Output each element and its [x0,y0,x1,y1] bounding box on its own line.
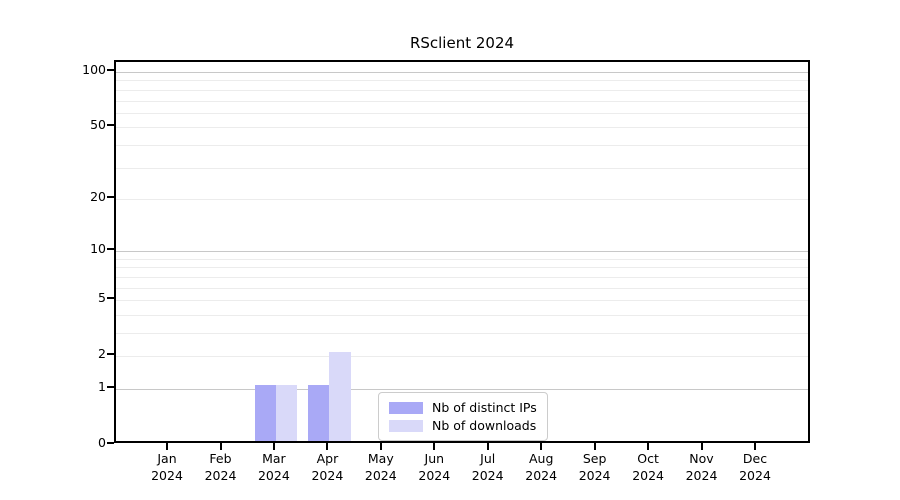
x-tick-label-feb-2024: Feb 2024 [204,451,237,483]
minor-gridline-8 [116,267,808,269]
x-tick-label-jul-2024: Jul 2024 [471,451,504,483]
minor-gridline-50 [116,127,808,129]
major-gridline-1 [116,389,808,390]
x-tick-jan-2024 [166,443,168,450]
y-tick-label-1: 1 [98,379,106,394]
minor-gridline-70 [116,100,808,102]
x-tick-label-jan-2024: Jan 2024 [151,451,183,483]
legend-label-nb-of-distinct-ips: Nb of distinct IPs [432,400,537,415]
bar-nb-of-distinct-ips-mar-2024 [254,385,276,441]
x-tick-aug-2024 [540,443,543,450]
y-tick-label-100: 100 [82,62,106,77]
x-tick-dec-2024 [754,443,756,450]
legend-label-nb-of-downloads: Nb of downloads [432,418,537,433]
x-tick-label-nov-2024: Nov 2024 [685,451,718,483]
y-tick-label-2: 2 [98,346,106,362]
x-tick-sep-2024 [593,443,596,450]
minor-gridline-60 [116,112,808,114]
x-tick-mar-2024 [272,443,275,450]
y-tick-0 [107,442,114,444]
x-tick-oct-2024 [647,443,650,450]
minor-gridline-7 [116,276,808,278]
x-tick-apr-2024 [326,443,329,450]
x-tick-may-2024 [379,443,382,450]
x-tick-label-aug-2024: Aug 2024 [525,451,558,483]
minor-gridline-3 [116,333,808,334]
plot-area: Nb of distinct IPs Nb of downloads [114,60,810,443]
y-tick-50 [107,124,114,127]
x-tick-label-dec-2024: Dec 2024 [739,451,771,483]
legend: Nb of distinct IPs Nb of downloads [378,392,548,441]
legend-entry-nb-of-downloads: Nb of downloads [389,418,537,433]
minor-gridline-6 [116,287,808,289]
y-tick-20 [107,195,114,198]
y-tick-100 [107,69,114,71]
x-tick-label-mar-2024: Mar 2024 [257,451,290,483]
x-tick-label-jun-2024: Jun 2024 [418,451,451,483]
gridlines-layer [116,62,808,441]
x-tick-label-sep-2024: Sep 2024 [578,451,611,483]
minor-gridline-30 [116,167,808,169]
y-tick-1 [107,386,114,388]
y-tick-label-5: 5 [98,290,106,306]
minor-gridline-20 [116,198,808,200]
x-tick-nov-2024 [700,443,703,450]
minor-gridline-4 [116,314,808,316]
minor-gridline-80 [116,89,808,91]
x-tick-label-may-2024: May 2024 [364,451,397,483]
y-tick-10 [107,248,114,251]
minor-gridline-2 [116,356,808,358]
x-tick-jul-2024 [486,443,489,450]
legend-entry-nb-of-distinct-ips: Nb of distinct IPs [389,400,537,415]
chart-title: RSclient 2024 [409,34,515,52]
minor-gridline-40 [116,144,808,146]
y-tick-label-10: 10 [90,241,106,257]
y-tick-2 [107,353,114,356]
x-tick-label-oct-2024: Oct 2024 [632,451,664,483]
minor-gridline-9 [116,258,808,260]
y-tick-label-0: 0 [98,435,106,450]
major-gridline-10 [116,251,808,253]
bar-nb-of-downloads-mar-2024 [275,385,298,441]
major-gridline-100 [116,72,808,73]
minor-gridline-90 [116,80,808,82]
legend-swatch-nb-of-distinct-ips [389,401,423,414]
bars-layer [116,62,808,441]
x-tick-jun-2024 [433,443,436,450]
y-tick-label-20: 20 [90,188,106,204]
x-tick-label-apr-2024: Apr 2024 [311,451,344,483]
y-tick-5 [107,297,114,300]
bar-nb-of-downloads-apr-2024 [329,352,351,441]
minor-gridline-5 [116,300,808,302]
legend-swatch-nb-of-downloads [389,419,423,432]
x-tick-feb-2024 [219,443,222,450]
y-tick-label-50: 50 [90,117,106,133]
bar-nb-of-distinct-ips-apr-2024 [308,385,330,441]
